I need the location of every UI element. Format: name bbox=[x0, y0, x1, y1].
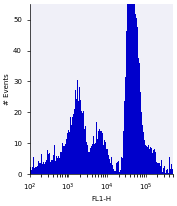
X-axis label: FL1-H: FL1-H bbox=[91, 196, 111, 202]
Y-axis label: # Events: # Events bbox=[4, 73, 10, 105]
